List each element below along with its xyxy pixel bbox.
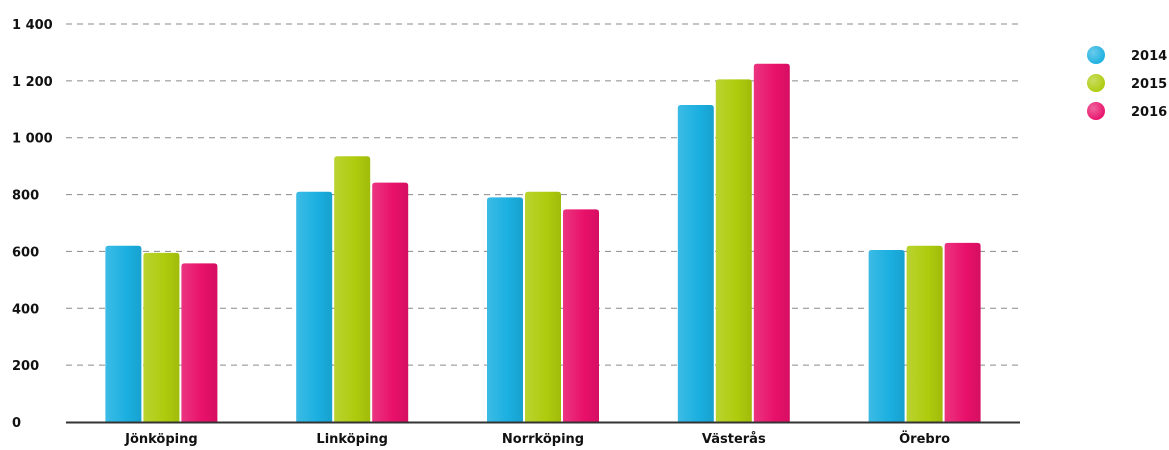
bar-2015-4 <box>906 245 943 422</box>
legend-label-2014: 2014 <box>1131 49 1167 64</box>
x-tick-label: Linköping <box>316 432 388 447</box>
legend-label-2016: 2016 <box>1131 105 1167 120</box>
axes: 0 200 400 600 800 1 000 1 200 1 400 Jönköping Lin… <box>12 18 1020 447</box>
bar-2015-1 <box>334 156 371 422</box>
bar-2015-0 <box>143 252 180 422</box>
bar-2016-1 <box>372 182 409 422</box>
y-tick-label: 1 400 <box>12 18 53 33</box>
bar-2015-3 <box>715 79 752 422</box>
y-tick-label: 0 <box>12 416 21 431</box>
legend-label-2015: 2015 <box>1131 77 1167 92</box>
x-tick-label: Norrköping <box>502 432 584 447</box>
bar-2016-3 <box>753 63 790 423</box>
bar-2014-4 <box>868 250 905 422</box>
bar-2016-2 <box>563 209 599 422</box>
bar-2016-0 <box>181 263 218 422</box>
y-tick-label: 800 <box>12 189 39 204</box>
y-tick-label: 200 <box>12 359 39 374</box>
legend-marker-2014 <box>1087 46 1105 64</box>
legend-marker-2015 <box>1087 74 1105 92</box>
legend-marker-2016 <box>1087 102 1105 120</box>
x-tick-label: Örebro <box>899 431 950 447</box>
legend: 2014 2015 2016 <box>1087 46 1167 120</box>
bar-2014-3 <box>677 105 714 423</box>
x-tick-label: Jönköping <box>124 432 198 447</box>
y-tick-label: 600 <box>12 245 39 260</box>
bar-2014-0 <box>105 245 142 422</box>
y-tick-label: 1 000 <box>12 132 53 147</box>
bar-2015-2 <box>525 191 561 422</box>
bar-2014-2 <box>487 197 523 422</box>
bars <box>105 63 981 423</box>
bar-2016-4 <box>944 242 981 422</box>
y-tick-label: 400 <box>12 302 39 317</box>
x-tick-label: Västerås <box>702 432 766 447</box>
y-tick-label: 1 200 <box>12 75 53 90</box>
bar-2014-1 <box>296 191 333 422</box>
